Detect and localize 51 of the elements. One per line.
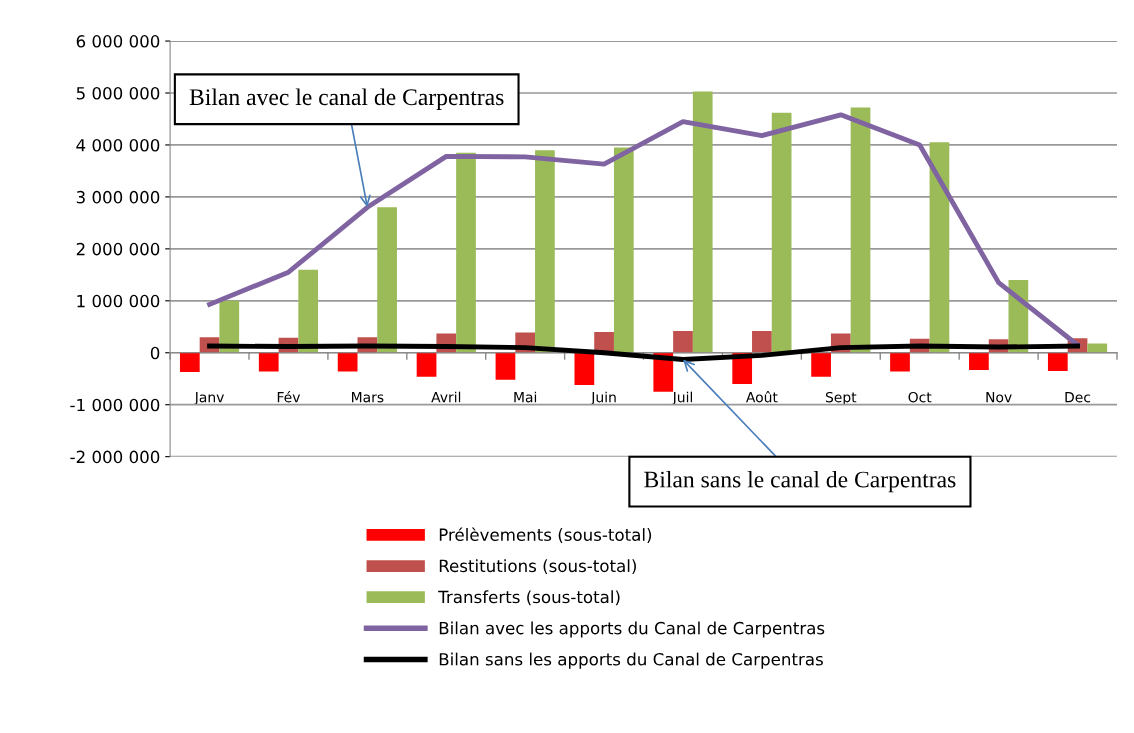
bar [377, 207, 397, 353]
bar [495, 352, 516, 380]
bar [1087, 343, 1108, 353]
x-tick-label: Fév [277, 391, 301, 403]
bar [337, 352, 358, 372]
bar [258, 352, 279, 372]
line-series [207, 343, 1080, 362]
bar [752, 330, 772, 353]
bar [1047, 352, 1068, 371]
y-tick-label: 4 000 000 [76, 138, 160, 152]
x-tick-label: Janv [194, 392, 224, 405]
x-tick-label: Juin [590, 391, 616, 405]
x-tick-label: Sept [825, 391, 857, 406]
bar [850, 107, 871, 353]
bar [298, 269, 319, 353]
legend-label: Prélèvements (sous-total) [439, 527, 652, 543]
bar [574, 352, 595, 385]
bar [890, 352, 910, 372]
legend-label: Transferts (sous-total) [438, 590, 620, 606]
y-tick-label: -2 000 000 [70, 450, 160, 464]
y-tick-label: 3 000 000 [76, 190, 160, 204]
y-tick-label: 2 000 000 [76, 242, 160, 256]
y-tick-label: 5 000 000 [76, 86, 160, 100]
bar [456, 152, 476, 353]
bar [811, 352, 831, 377]
x-tick-label: Mai [514, 391, 537, 403]
legend-label: Bilan sans les apports du Canal de Carpentras [439, 652, 823, 669]
y-tick-label: 6 000 000 [76, 35, 160, 48]
annotation: Bilan avec le canal de Carpentras [189, 88, 504, 110]
x-tick-label: Mars [352, 392, 384, 403]
x-tick-label: Août [746, 391, 778, 403]
y-tick-label: -1 000 000 [70, 398, 160, 412]
x-tick-label: Nov [986, 392, 1012, 403]
x-tick-label: Juil [671, 391, 692, 405]
bar [969, 352, 989, 370]
y-tick-label: 1 000 000 [77, 294, 160, 308]
x-tick-label: Oct [908, 391, 932, 403]
bar [535, 150, 555, 353]
bar [613, 147, 634, 353]
bar [673, 330, 693, 353]
bar [416, 352, 437, 377]
x-tick-label: Avril [431, 391, 461, 403]
y-tick-label: 0 [150, 346, 160, 360]
bar [179, 352, 200, 372]
legend-label: Bilan avec les apports du Canal de Carpentras [439, 621, 825, 638]
legend-label: Restitutions (sous-total) [439, 559, 636, 575]
bar [692, 91, 713, 353]
bar [771, 112, 792, 353]
line-series [207, 112, 1080, 348]
x-tick-label: Dec [1065, 392, 1091, 403]
annotation: Bilan sans le canal de Carpentras [644, 470, 956, 493]
